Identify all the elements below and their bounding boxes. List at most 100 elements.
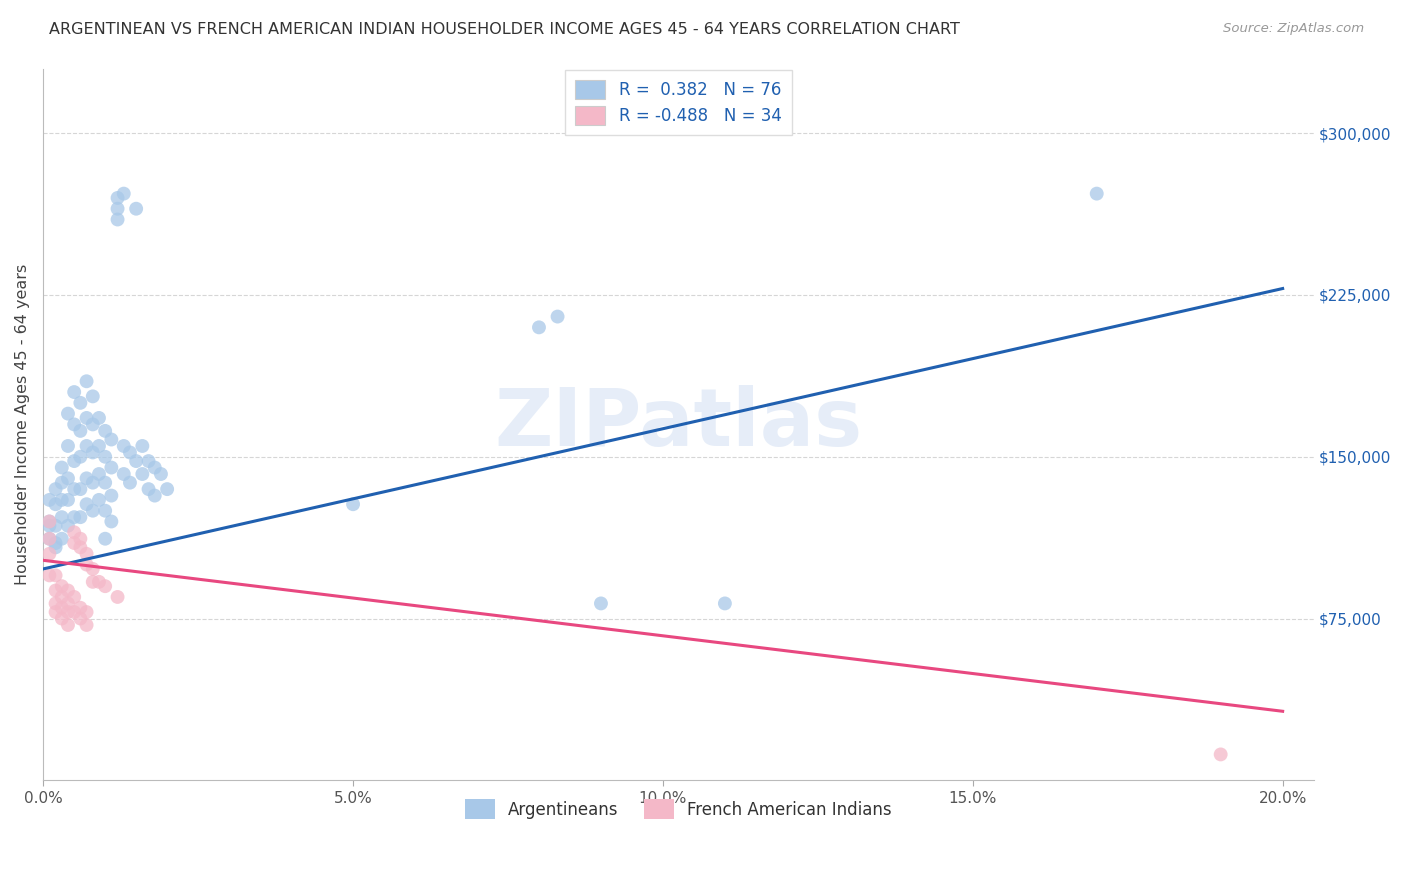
- Point: [38, 532, 60, 546]
- Point: [76, 374, 98, 388]
- Point: [87, 411, 110, 425]
- Point: [51, 611, 73, 625]
- Point: [38, 492, 60, 507]
- Point: [82, 562, 104, 576]
- Point: [87, 467, 110, 481]
- Point: [45, 482, 67, 496]
- Point: [63, 525, 86, 540]
- Point: [589, 596, 612, 610]
- Point: [63, 385, 86, 400]
- Point: [107, 590, 129, 604]
- Point: [45, 583, 67, 598]
- Point: [149, 467, 172, 481]
- Point: [118, 475, 141, 490]
- Point: [87, 439, 110, 453]
- Point: [87, 492, 110, 507]
- Point: [82, 417, 104, 432]
- Point: [138, 454, 160, 468]
- Point: [94, 424, 117, 438]
- Point: [94, 475, 117, 490]
- Point: [56, 596, 79, 610]
- Point: [1085, 186, 1108, 201]
- Point: [100, 489, 122, 503]
- Point: [69, 510, 91, 524]
- Point: [131, 439, 153, 453]
- Point: [38, 547, 60, 561]
- Point: [76, 547, 98, 561]
- Point: [82, 574, 104, 589]
- Point: [63, 454, 86, 468]
- Point: [125, 454, 148, 468]
- Point: [547, 310, 569, 324]
- Point: [69, 541, 91, 555]
- Point: [107, 191, 129, 205]
- Point: [45, 536, 67, 550]
- Point: [51, 590, 73, 604]
- Point: [82, 504, 104, 518]
- Point: [76, 558, 98, 572]
- Point: [56, 407, 79, 421]
- Point: [38, 518, 60, 533]
- Point: [714, 596, 737, 610]
- Point: [51, 579, 73, 593]
- Point: [56, 583, 79, 598]
- Point: [100, 433, 122, 447]
- Point: [87, 574, 110, 589]
- Point: [342, 497, 364, 511]
- Point: [69, 450, 91, 464]
- Point: [527, 320, 550, 334]
- Point: [82, 389, 104, 403]
- Point: [51, 475, 73, 490]
- Point: [51, 460, 73, 475]
- Point: [76, 497, 98, 511]
- Point: [76, 605, 98, 619]
- Point: [100, 515, 122, 529]
- Point: [51, 600, 73, 615]
- Point: [112, 467, 135, 481]
- Point: [69, 532, 91, 546]
- Point: [125, 202, 148, 216]
- Point: [63, 536, 86, 550]
- Point: [69, 611, 91, 625]
- Point: [94, 579, 117, 593]
- Point: [76, 471, 98, 485]
- Point: [138, 482, 160, 496]
- Text: Source: ZipAtlas.com: Source: ZipAtlas.com: [1223, 22, 1364, 36]
- Point: [38, 568, 60, 582]
- Point: [143, 460, 166, 475]
- Point: [107, 202, 129, 216]
- Point: [63, 590, 86, 604]
- Point: [94, 450, 117, 464]
- Point: [45, 497, 67, 511]
- Point: [38, 532, 60, 546]
- Point: [112, 186, 135, 201]
- Point: [56, 618, 79, 632]
- Point: [63, 417, 86, 432]
- Point: [107, 212, 129, 227]
- Point: [76, 439, 98, 453]
- Point: [56, 518, 79, 533]
- Y-axis label: Householder Income Ages 45 - 64 years: Householder Income Ages 45 - 64 years: [15, 264, 30, 585]
- Text: ARGENTINEAN VS FRENCH AMERICAN INDIAN HOUSEHOLDER INCOME AGES 45 - 64 YEARS CORR: ARGENTINEAN VS FRENCH AMERICAN INDIAN HO…: [49, 22, 960, 37]
- Point: [143, 489, 166, 503]
- Point: [38, 515, 60, 529]
- Point: [156, 482, 179, 496]
- Point: [45, 568, 67, 582]
- Point: [63, 605, 86, 619]
- Point: [82, 445, 104, 459]
- Point: [82, 475, 104, 490]
- Point: [69, 600, 91, 615]
- Point: [131, 467, 153, 481]
- Point: [45, 596, 67, 610]
- Point: [118, 445, 141, 459]
- Point: [1209, 747, 1232, 762]
- Point: [56, 492, 79, 507]
- Point: [69, 424, 91, 438]
- Point: [56, 471, 79, 485]
- Point: [56, 605, 79, 619]
- Point: [51, 532, 73, 546]
- Point: [100, 460, 122, 475]
- Point: [63, 510, 86, 524]
- Point: [63, 482, 86, 496]
- Point: [51, 492, 73, 507]
